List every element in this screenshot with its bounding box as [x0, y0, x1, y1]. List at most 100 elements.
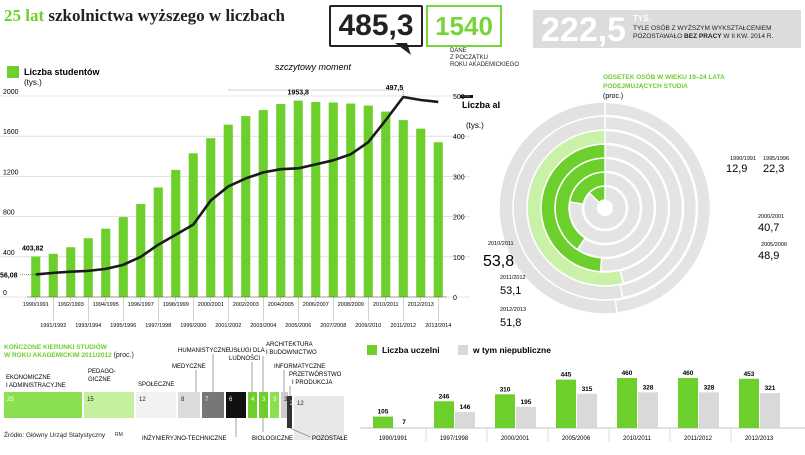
- student-bar: [276, 104, 286, 297]
- radial-year-label: 2005/2006: [761, 242, 787, 248]
- uni-category: 2012/2013: [745, 436, 774, 442]
- treemap-block: [248, 392, 257, 418]
- treemap-block: [259, 392, 268, 418]
- uni-bar-all: [556, 379, 576, 428]
- graduates-total-value: 485,3: [338, 9, 414, 42]
- legend-students-label: Liczba studentów: [24, 67, 101, 77]
- treemap-value: 3: [284, 397, 288, 403]
- student-bar: [363, 105, 373, 297]
- label-usl-1: USŁUGI DLA: [229, 348, 265, 354]
- y-right-tick: 300: [453, 174, 465, 181]
- radial-center: [597, 200, 613, 216]
- student-bar: [293, 100, 303, 297]
- caption-line-2b: BEZ PRACY: [684, 33, 722, 40]
- radial-unit: (proc.): [603, 93, 623, 100]
- student-bar: [346, 103, 356, 297]
- radial-value-label: 51,8: [500, 317, 521, 329]
- treemap-title-1: KOŃCZONE KIERUNKI STUDIÓW: [4, 344, 107, 351]
- student-bar: [433, 142, 443, 297]
- x-tick-label: 2006/2007: [303, 302, 329, 308]
- label-ekon-1: EKONOMICZNE: [6, 375, 51, 381]
- legend-graduates-label: Liczba absolwentów: [462, 100, 500, 110]
- y-left-tick: 1600: [3, 129, 19, 136]
- x-tick-label: 2005/2006: [285, 323, 311, 329]
- uni-bar-all: [617, 378, 637, 428]
- y-right-tick: 0: [453, 295, 457, 302]
- student-bar: [31, 256, 41, 297]
- radial-arc-2012/2013: [498, 101, 618, 315]
- radial-value-label: 12,9: [726, 163, 747, 175]
- treemap-block: [281, 392, 288, 418]
- treemap-block: [136, 392, 176, 418]
- radial-title-2: PODEJMUJĄCYCH STUDIA: [603, 83, 688, 90]
- uni-value-private: 7: [402, 419, 406, 426]
- x-tick-label: 1995/1996: [110, 323, 136, 329]
- graduates-total-box: 485,3: [329, 5, 423, 47]
- student-bar: [136, 204, 146, 297]
- box-pointer: [395, 43, 411, 55]
- x-tick-label: 2008/2009: [338, 302, 364, 308]
- uni-value-private: 315: [582, 386, 593, 393]
- treemap-title: KOŃCZONE KIERUNKI STUDIÓW W ROKU AKADEMI…: [4, 344, 134, 360]
- uni-value-private: 195: [521, 399, 532, 406]
- student-bar: [241, 116, 251, 297]
- treemap-value: 12: [139, 397, 146, 403]
- x-tick-label: 2012/2013: [408, 302, 434, 308]
- treemap-block: [270, 392, 279, 418]
- title-dark: szkolnictwa wyższego w liczbach: [48, 6, 285, 25]
- treemap-value: 25: [7, 397, 14, 403]
- graduates-first-label: 56,08: [0, 272, 18, 279]
- students-total-value: 1540: [435, 11, 493, 41]
- uni-category: 1997/1998: [440, 436, 469, 442]
- treemap-block: [202, 392, 224, 418]
- student-bar: [153, 187, 163, 297]
- student-bar: [48, 253, 58, 297]
- uni-bar-private: [516, 406, 536, 428]
- radial-year-label: 2000/2001: [758, 214, 784, 220]
- students-graduates-chart: Liczba studentów (tys.) Liczba absolwent…: [0, 62, 500, 329]
- label-hum: HUMANISTYCZNE: [178, 348, 230, 354]
- x-tick-label: 1992/1993: [58, 302, 84, 308]
- uni-bar-private: [455, 412, 475, 428]
- graduates-line: [35, 95, 439, 276]
- treemap-value: 2: [290, 401, 294, 407]
- radial-title-1: ODSETEK OSÓB W WIEKU 19–24 LATA: [603, 72, 725, 81]
- legend-graduates-swatch: [460, 95, 473, 98]
- treemap-value: 7: [205, 397, 209, 403]
- student-bar: [416, 128, 426, 297]
- student-bar: [398, 120, 408, 298]
- uni-value-private: 328: [643, 384, 654, 391]
- unemployed-box: 222,5 TYS. TYLE OSÓB Z WYŻSZYM WYKSZTAŁC…: [533, 10, 801, 49]
- radial-value-label: 40,7: [758, 222, 779, 234]
- uni-bar-private: [760, 393, 780, 428]
- uni-bar-private: [638, 392, 658, 428]
- label-usl-2: LUDNOŚCI: [229, 354, 260, 362]
- uni-value-all: 453: [744, 371, 755, 378]
- uni-value-all: 310: [500, 386, 511, 393]
- box-caption: DANE Z POCZĄTKU ROKU AKADEMICKIEGO: [450, 48, 520, 68]
- treemap-block: [226, 392, 246, 418]
- radial-value-label: 53,8: [483, 253, 514, 270]
- label-arch-2: I BUDOWNICTWO: [266, 350, 317, 356]
- y-right-tick: 100: [453, 255, 465, 262]
- uni-value-all: 460: [622, 370, 633, 377]
- x-tick-label: 2013/2014: [425, 323, 451, 329]
- uni-bar-private: [699, 392, 719, 428]
- uni-bar-all: [434, 401, 454, 428]
- peak-annotation: szczytowy moment: [275, 62, 352, 72]
- treemap-leader: [289, 427, 311, 438]
- y-right-tick: 500: [453, 94, 465, 101]
- student-bar: [101, 228, 111, 297]
- y-left-tick: 0: [3, 290, 7, 297]
- radial-value-label: 22,3: [763, 163, 784, 175]
- student-bar: [223, 124, 233, 297]
- student-bar: [328, 102, 338, 297]
- x-tick-label: 2007/2008: [320, 323, 346, 329]
- x-tick-label: 2002/2003: [233, 302, 259, 308]
- uni-value-private: 321: [765, 385, 776, 392]
- caption-line-1: TYLE OSÓB Z WYŻSZYM WYKSZTAŁCENIEM: [633, 25, 772, 32]
- y-left-tick: 400: [3, 250, 15, 257]
- treemap-block: [287, 396, 292, 428]
- x-tick-label: 2003/2004: [250, 323, 276, 329]
